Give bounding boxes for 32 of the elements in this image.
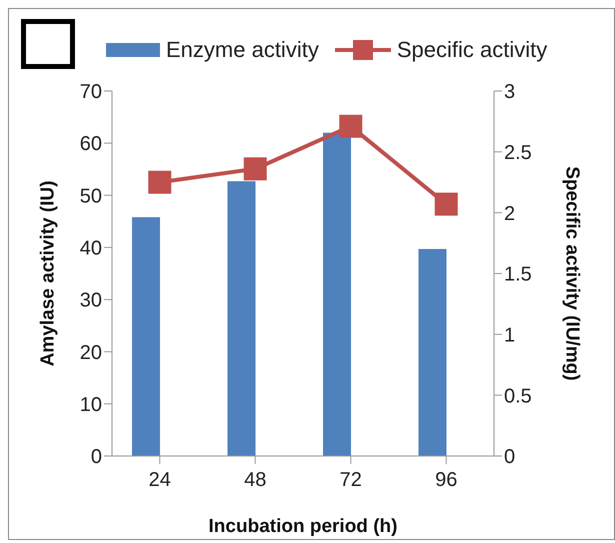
- y-tick-label: 60: [80, 133, 102, 156]
- legend-label: Specific activity: [396, 37, 548, 63]
- y-tick-label: 0: [90, 446, 102, 468]
- y2-tick-label: 3: [504, 81, 516, 104]
- x-axis-title: Incubation period (h): [208, 516, 398, 537]
- y-tick-label: 20: [80, 342, 102, 364]
- y-axis-title: Amylase activity (IU): [38, 180, 59, 366]
- y-tick-label: 30: [80, 290, 102, 312]
- bar: [132, 217, 160, 456]
- y2-axis-title: Specific activity (IU/mg): [561, 166, 582, 381]
- point: [339, 114, 362, 138]
- bar: [323, 132, 351, 456]
- point: [148, 170, 172, 194]
- point: [434, 192, 458, 216]
- x-tick-label: 24: [148, 469, 171, 492]
- y-tick-label: 70: [80, 81, 102, 104]
- x-tick-label: 96: [435, 469, 458, 492]
- x-tick-label: 72: [340, 469, 362, 492]
- y2-tick-label: 1: [504, 324, 516, 346]
- bar: [418, 248, 446, 456]
- bar: [228, 181, 256, 456]
- y2-tick-label: 0.5: [504, 385, 532, 408]
- point: [244, 157, 267, 180]
- y-tick-label: 40: [80, 238, 102, 260]
- y-tick-label: 10: [80, 394, 102, 416]
- y2-tick-label: 2: [504, 202, 516, 225]
- y2-tick-label: 2.5: [504, 142, 532, 164]
- legend-label: Enzyme activity: [166, 37, 319, 63]
- y-tick-label: 50: [80, 185, 102, 208]
- y2-tick-label: 0: [504, 446, 516, 468]
- y2-tick-label: 1.5: [504, 264, 532, 286]
- x-tick-label: 48: [244, 469, 266, 492]
